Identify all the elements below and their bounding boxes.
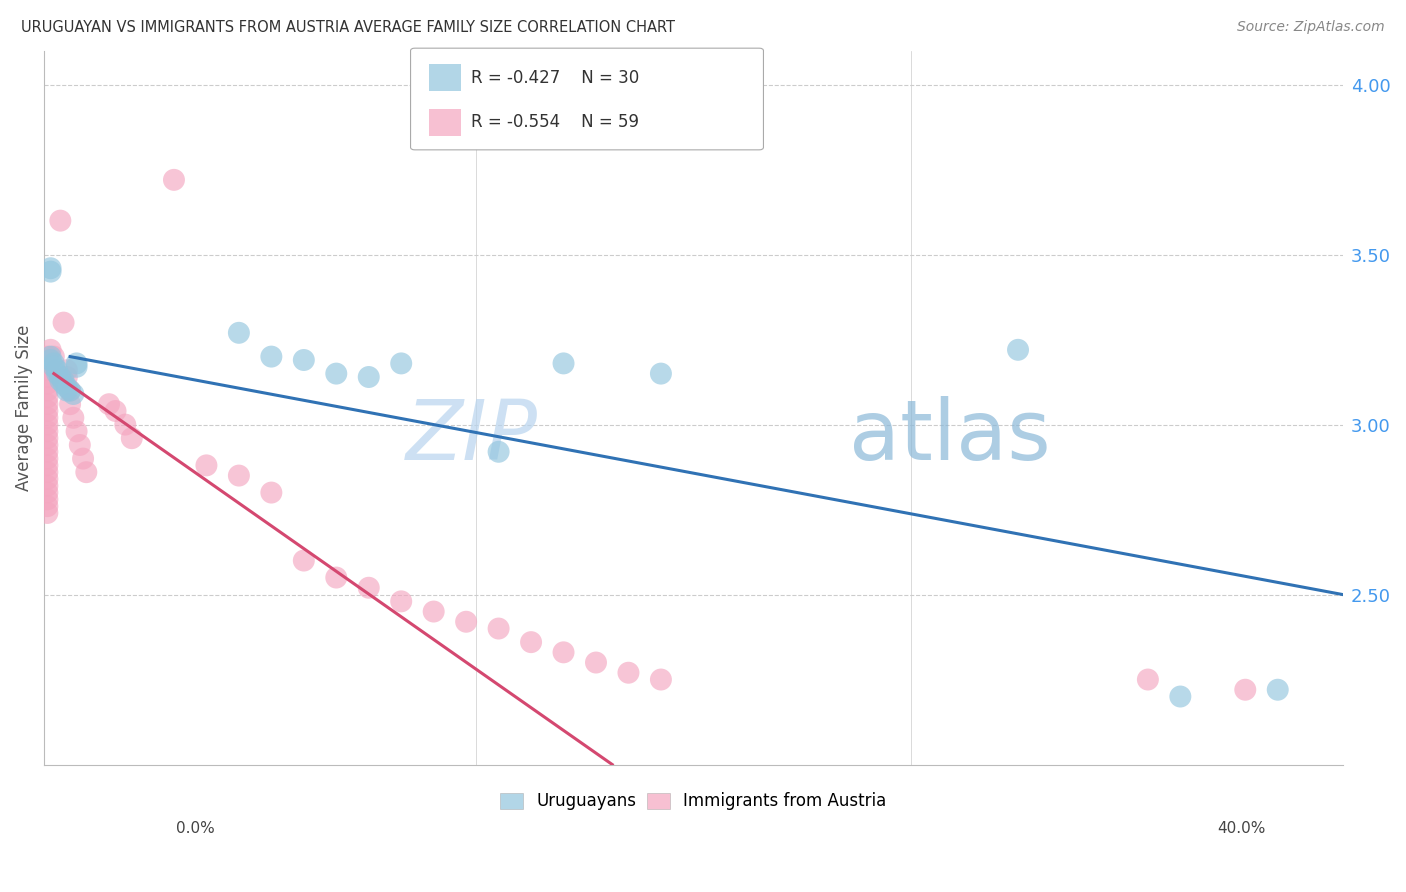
Point xyxy=(37,350,59,364)
Point xyxy=(37,425,59,439)
Point xyxy=(65,356,87,370)
Text: 40.0%: 40.0% xyxy=(1218,821,1265,836)
Point xyxy=(42,356,65,370)
Point xyxy=(37,370,59,384)
Point xyxy=(56,384,79,398)
Point xyxy=(195,458,218,473)
Point xyxy=(59,384,82,398)
Point xyxy=(56,370,79,384)
Point xyxy=(121,431,143,445)
Point xyxy=(39,350,62,364)
Point xyxy=(389,356,412,370)
Point xyxy=(49,370,72,384)
Point xyxy=(52,376,75,391)
Point xyxy=(104,404,127,418)
Point xyxy=(72,451,94,466)
Point xyxy=(37,417,59,432)
Point xyxy=(325,570,347,584)
Point xyxy=(37,404,59,418)
Point xyxy=(488,622,510,636)
Text: ZIP: ZIP xyxy=(405,396,537,476)
Point xyxy=(37,506,59,520)
Point xyxy=(37,410,59,425)
Point xyxy=(585,656,607,670)
Point xyxy=(422,605,444,619)
Point xyxy=(37,397,59,411)
Point xyxy=(39,353,62,368)
Point xyxy=(56,363,79,377)
Point xyxy=(1267,682,1289,697)
Point xyxy=(292,553,315,567)
Point xyxy=(37,472,59,486)
Point xyxy=(260,485,283,500)
Text: R = -0.427    N = 30: R = -0.427 N = 30 xyxy=(471,69,640,87)
Point xyxy=(39,343,62,357)
Point xyxy=(228,326,250,340)
Point xyxy=(37,499,59,513)
Point xyxy=(39,265,62,279)
Point xyxy=(46,367,69,381)
Point xyxy=(292,353,315,368)
Point xyxy=(59,384,82,398)
Point xyxy=(49,373,72,387)
Point xyxy=(553,645,575,659)
Text: URUGUAYAN VS IMMIGRANTS FROM AUSTRIA AVERAGE FAMILY SIZE CORRELATION CHART: URUGUAYAN VS IMMIGRANTS FROM AUSTRIA AVE… xyxy=(21,20,675,35)
Point xyxy=(59,397,82,411)
Point xyxy=(650,673,672,687)
Point xyxy=(42,359,65,374)
Point xyxy=(1007,343,1029,357)
Point xyxy=(37,376,59,391)
Point xyxy=(357,370,380,384)
Point xyxy=(46,363,69,377)
Point xyxy=(52,316,75,330)
Point xyxy=(1170,690,1192,704)
Point xyxy=(1234,682,1257,697)
Point xyxy=(389,594,412,608)
Point xyxy=(617,665,640,680)
Point xyxy=(52,373,75,387)
Point xyxy=(1136,673,1159,687)
Text: atlas: atlas xyxy=(849,396,1050,476)
Point xyxy=(114,417,136,432)
Point xyxy=(56,380,79,394)
Point xyxy=(37,356,59,370)
Point xyxy=(456,615,478,629)
Point xyxy=(37,438,59,452)
Point xyxy=(37,363,59,377)
Y-axis label: Average Family Size: Average Family Size xyxy=(15,325,32,491)
Point xyxy=(65,359,87,374)
Point xyxy=(37,465,59,479)
Point xyxy=(69,438,91,452)
Point xyxy=(650,367,672,381)
Legend: Uruguayans, Immigrants from Austria: Uruguayans, Immigrants from Austria xyxy=(494,786,893,817)
Point xyxy=(62,410,84,425)
Point xyxy=(325,367,347,381)
Point xyxy=(37,479,59,493)
Point xyxy=(37,485,59,500)
Point xyxy=(62,387,84,401)
Point xyxy=(37,451,59,466)
Point xyxy=(49,213,72,227)
Point xyxy=(98,397,121,411)
Text: R = -0.554    N = 59: R = -0.554 N = 59 xyxy=(471,113,638,131)
Point xyxy=(39,261,62,276)
Point xyxy=(37,391,59,405)
Point xyxy=(37,492,59,507)
Point xyxy=(260,350,283,364)
Text: Source: ZipAtlas.com: Source: ZipAtlas.com xyxy=(1237,20,1385,34)
Point xyxy=(228,468,250,483)
Text: 0.0%: 0.0% xyxy=(176,821,215,836)
Point xyxy=(37,444,59,458)
Point xyxy=(65,425,87,439)
Point xyxy=(553,356,575,370)
Point xyxy=(37,458,59,473)
Point xyxy=(488,444,510,458)
Point xyxy=(37,431,59,445)
Point xyxy=(75,465,97,479)
Point xyxy=(357,581,380,595)
Point xyxy=(42,350,65,364)
Point xyxy=(163,173,186,187)
Point xyxy=(37,384,59,398)
Point xyxy=(520,635,543,649)
